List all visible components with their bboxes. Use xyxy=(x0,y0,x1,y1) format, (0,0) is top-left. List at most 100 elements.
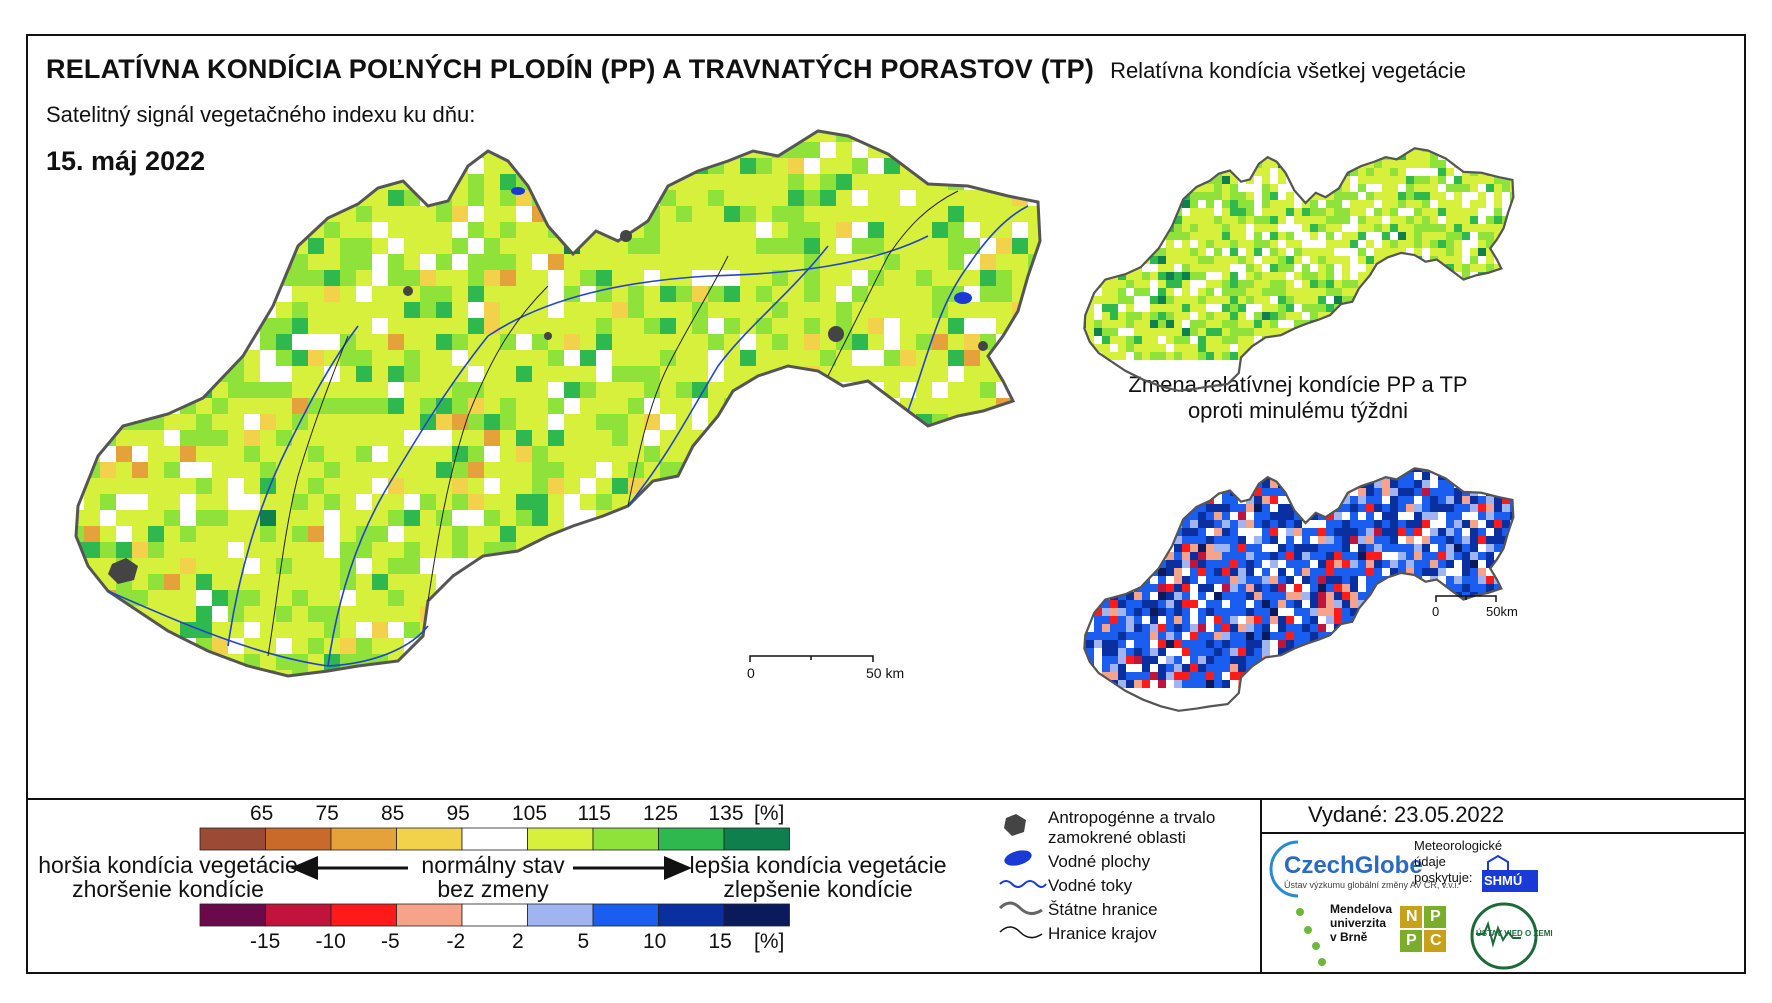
vegetation-cell xyxy=(1214,328,1222,336)
vegetation-cell xyxy=(1406,304,1414,312)
condition-cell xyxy=(276,238,292,254)
condition-cell xyxy=(100,174,116,190)
change-cell xyxy=(1446,552,1454,560)
condition-cell xyxy=(724,238,740,254)
condition-cell xyxy=(868,222,884,238)
change-cell xyxy=(1366,496,1374,504)
condition-cell xyxy=(852,206,868,222)
condition-cell xyxy=(772,670,788,676)
vegetation-cell xyxy=(1158,336,1166,344)
change-cell xyxy=(1190,592,1198,600)
change-cell xyxy=(1350,456,1358,464)
change-cell xyxy=(1094,592,1102,600)
vegetation-cell xyxy=(1310,328,1318,336)
vegetation-cell xyxy=(1086,232,1094,240)
condition-cell xyxy=(740,590,756,606)
condition-cell xyxy=(196,478,212,494)
condition-cell xyxy=(116,238,132,254)
condition-cell xyxy=(132,670,148,676)
change-cell xyxy=(1414,552,1422,560)
vegetation-cell xyxy=(1118,264,1126,272)
change-cell xyxy=(1230,528,1238,536)
vegetation-cell xyxy=(1486,328,1494,336)
condition-cell xyxy=(340,670,356,676)
urban-areas xyxy=(108,230,988,584)
condition-cell xyxy=(388,158,404,174)
condition-cell xyxy=(76,590,84,606)
condition-cell xyxy=(324,238,340,254)
vegetation-cell xyxy=(1446,168,1454,176)
change-cell xyxy=(1302,488,1310,496)
vegetation-cell xyxy=(1084,200,1086,208)
vegetation-cell xyxy=(1206,200,1214,208)
change-cell xyxy=(1182,576,1190,584)
condition-cell xyxy=(1012,526,1028,542)
condition-cell xyxy=(340,158,356,174)
condition-cell xyxy=(596,238,612,254)
condition-cell xyxy=(308,590,324,606)
change-cell xyxy=(1454,536,1462,544)
condition-cell xyxy=(564,478,580,494)
condition-cell xyxy=(516,462,532,478)
vegetation-cell xyxy=(1142,176,1150,184)
condition-cell xyxy=(596,590,612,606)
condition-cell xyxy=(820,590,836,606)
condition-cell xyxy=(484,222,500,238)
condition-cell xyxy=(996,350,1012,366)
condition-cell xyxy=(852,478,868,494)
condition-cell xyxy=(468,622,484,638)
condition-cell xyxy=(324,350,340,366)
change-cell xyxy=(1446,616,1454,624)
condition-cell xyxy=(868,446,884,462)
condition-cell xyxy=(724,574,740,590)
vegetation-cell xyxy=(1214,148,1222,152)
condition-cell xyxy=(580,606,596,622)
condition-cell xyxy=(660,414,676,430)
condition-cell xyxy=(740,622,756,638)
change-cell xyxy=(1254,544,1262,552)
condition-cell xyxy=(164,478,180,494)
change-cell xyxy=(1134,592,1142,600)
change-cell xyxy=(1414,520,1422,528)
condition-cell xyxy=(772,414,788,430)
vegetation-cell xyxy=(1326,328,1334,336)
condition-cell xyxy=(308,510,324,526)
condition-cell xyxy=(388,190,404,206)
condition-cell xyxy=(292,158,308,174)
change-cell xyxy=(1366,504,1374,512)
condition-cell xyxy=(788,638,804,654)
condition-cell xyxy=(868,414,884,430)
condition-cell xyxy=(388,334,404,350)
change-cell xyxy=(1518,552,1526,560)
change-cell xyxy=(1422,584,1430,592)
change-cell xyxy=(1454,608,1462,616)
vegetation-cell xyxy=(1390,288,1398,296)
condition-cell xyxy=(404,478,420,494)
vegetation-cell xyxy=(1518,160,1526,168)
condition-cell xyxy=(292,510,308,526)
condition-cell xyxy=(84,494,100,510)
change-cell xyxy=(1406,528,1414,536)
condition-cell xyxy=(388,446,404,462)
vegetation-cell xyxy=(1246,192,1254,200)
condition-cell xyxy=(900,238,916,254)
condition-cell xyxy=(100,638,116,654)
change-cell xyxy=(1358,536,1366,544)
condition-cell xyxy=(292,558,308,574)
vegetation-cell xyxy=(1254,336,1262,344)
vegetation-cell xyxy=(1286,272,1294,280)
change-cell xyxy=(1174,512,1182,520)
change-cell xyxy=(1374,552,1382,560)
vegetation-cell xyxy=(1174,224,1182,232)
change-cell xyxy=(1222,472,1230,480)
vegetation-cell xyxy=(1446,208,1454,216)
condition-cell xyxy=(260,494,276,510)
condition-cell xyxy=(660,638,676,654)
change-cell xyxy=(1422,512,1430,520)
condition-cell xyxy=(772,462,788,478)
condition-cell xyxy=(148,590,164,606)
vegetation-cell xyxy=(1190,152,1198,160)
vegetation-cell xyxy=(1286,160,1294,168)
condition-cell xyxy=(772,158,788,174)
vegetation-cell xyxy=(1350,304,1358,312)
